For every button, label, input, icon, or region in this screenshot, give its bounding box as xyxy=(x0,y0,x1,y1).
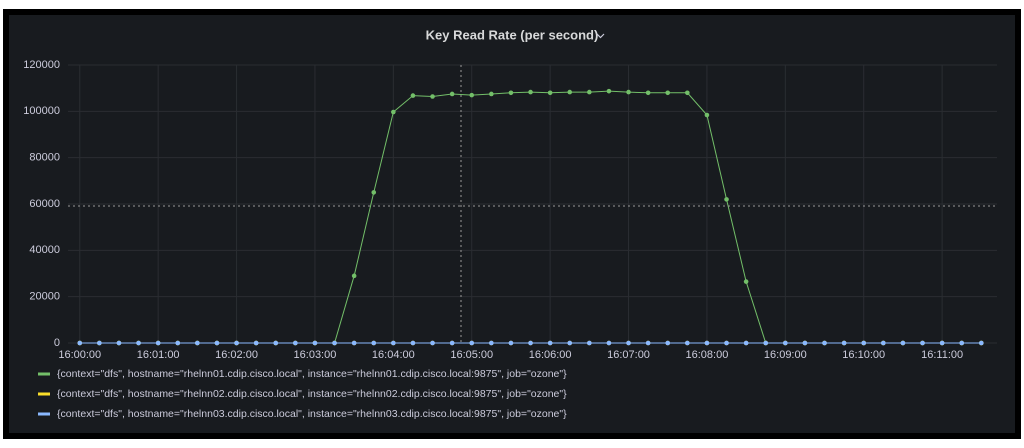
y-tick-label: 20000 xyxy=(29,291,60,303)
data-point xyxy=(645,90,651,96)
data-point xyxy=(587,89,592,95)
panel-title[interactable]: Key Read Rate (per second) xyxy=(426,27,599,42)
y-tick-label: 0 xyxy=(54,337,60,349)
data-point xyxy=(391,340,396,346)
legend-label[interactable]: {context="dfs", hostname="rhelnn01.cdip.… xyxy=(57,368,567,380)
data-point xyxy=(704,112,710,118)
data-point xyxy=(939,340,945,346)
y-tick-label: 80000 xyxy=(29,152,60,164)
data-point xyxy=(77,340,83,346)
legend-swatch xyxy=(38,392,50,396)
legend-label[interactable]: {context="dfs", hostname="rhelnn02.cdip.… xyxy=(57,388,567,400)
data-point xyxy=(195,340,200,346)
data-point xyxy=(841,340,847,346)
data-point xyxy=(547,340,553,346)
data-point xyxy=(724,340,729,346)
data-point xyxy=(724,197,729,202)
data-point xyxy=(410,93,416,98)
data-point xyxy=(430,340,435,346)
x-tick-label: 16:09:00 xyxy=(764,349,807,361)
y-tick-label: 100000 xyxy=(23,105,60,117)
data-point xyxy=(606,88,612,94)
data-point xyxy=(959,340,965,346)
data-point xyxy=(430,94,435,99)
data-point xyxy=(547,90,553,96)
data-point xyxy=(312,340,318,346)
data-point xyxy=(881,340,886,346)
data-point xyxy=(116,340,122,346)
x-tick-label: 16:02:00 xyxy=(215,349,258,361)
data-point xyxy=(665,340,671,346)
legend-swatch xyxy=(38,412,50,416)
data-point xyxy=(351,273,357,279)
data-point xyxy=(861,340,867,346)
data-point xyxy=(645,340,651,346)
data-point xyxy=(763,340,769,346)
data-point xyxy=(802,340,808,346)
data-point xyxy=(489,340,494,346)
data-point xyxy=(528,89,533,95)
data-point xyxy=(900,340,906,346)
x-tick-label: 16:05:00 xyxy=(450,349,493,361)
data-point xyxy=(626,89,631,95)
data-point xyxy=(410,340,416,346)
data-point xyxy=(743,279,749,284)
data-point xyxy=(704,340,710,346)
x-tick-label: 16:08:00 xyxy=(686,349,729,361)
data-point xyxy=(214,340,220,346)
x-tick-label: 16:00:00 xyxy=(58,349,101,361)
data-point xyxy=(371,340,377,346)
data-point xyxy=(685,90,690,96)
x-tick-label: 16:11:00 xyxy=(921,349,963,361)
data-point xyxy=(293,340,298,346)
x-tick-label: 16:07:00 xyxy=(607,349,650,361)
data-point xyxy=(175,340,181,346)
data-point xyxy=(371,190,377,195)
data-point xyxy=(155,340,161,346)
data-point xyxy=(587,340,592,346)
x-tick-label: 16:01:00 xyxy=(137,349,180,361)
data-point xyxy=(508,90,514,96)
data-point xyxy=(449,340,455,346)
data-point xyxy=(489,91,494,97)
data-point xyxy=(136,340,141,346)
data-point xyxy=(979,340,984,346)
x-tick-label: 16:03:00 xyxy=(294,349,337,361)
data-point xyxy=(273,340,279,346)
data-point xyxy=(508,340,514,346)
data-point xyxy=(234,340,239,346)
data-point xyxy=(685,340,690,346)
data-point xyxy=(253,340,259,346)
data-point xyxy=(567,89,573,95)
x-tick-label: 16:04:00 xyxy=(372,349,415,361)
data-point xyxy=(665,90,671,96)
data-point xyxy=(351,340,357,346)
data-point xyxy=(449,91,455,97)
data-point xyxy=(97,340,102,346)
data-point xyxy=(626,340,631,346)
data-point xyxy=(920,340,925,346)
data-point xyxy=(391,109,396,115)
panel xyxy=(9,15,1015,433)
x-tick-label: 16:10:00 xyxy=(842,349,885,361)
title-chevron[interactable] xyxy=(596,33,605,39)
data-point xyxy=(822,340,827,346)
plot-area: 0 20000 40000 60000 80000 100000 120000 16:00:0… xyxy=(23,59,997,361)
data-point xyxy=(528,340,533,346)
data-point xyxy=(469,92,475,98)
data-point xyxy=(783,340,788,346)
data-point xyxy=(606,340,612,346)
y-tick-label: 60000 xyxy=(29,198,60,210)
y-tick-label: 120000 xyxy=(23,59,60,71)
legend-swatch xyxy=(38,372,50,376)
y-tick-label: 40000 xyxy=(29,244,60,256)
data-point xyxy=(469,340,475,346)
x-tick-label: 16:06:00 xyxy=(529,349,572,361)
data-point xyxy=(567,340,573,346)
data-point xyxy=(332,340,337,346)
legend-label[interactable]: {context="dfs", hostname="rhelnn03.cdip.… xyxy=(57,408,567,420)
data-point xyxy=(743,340,749,346)
